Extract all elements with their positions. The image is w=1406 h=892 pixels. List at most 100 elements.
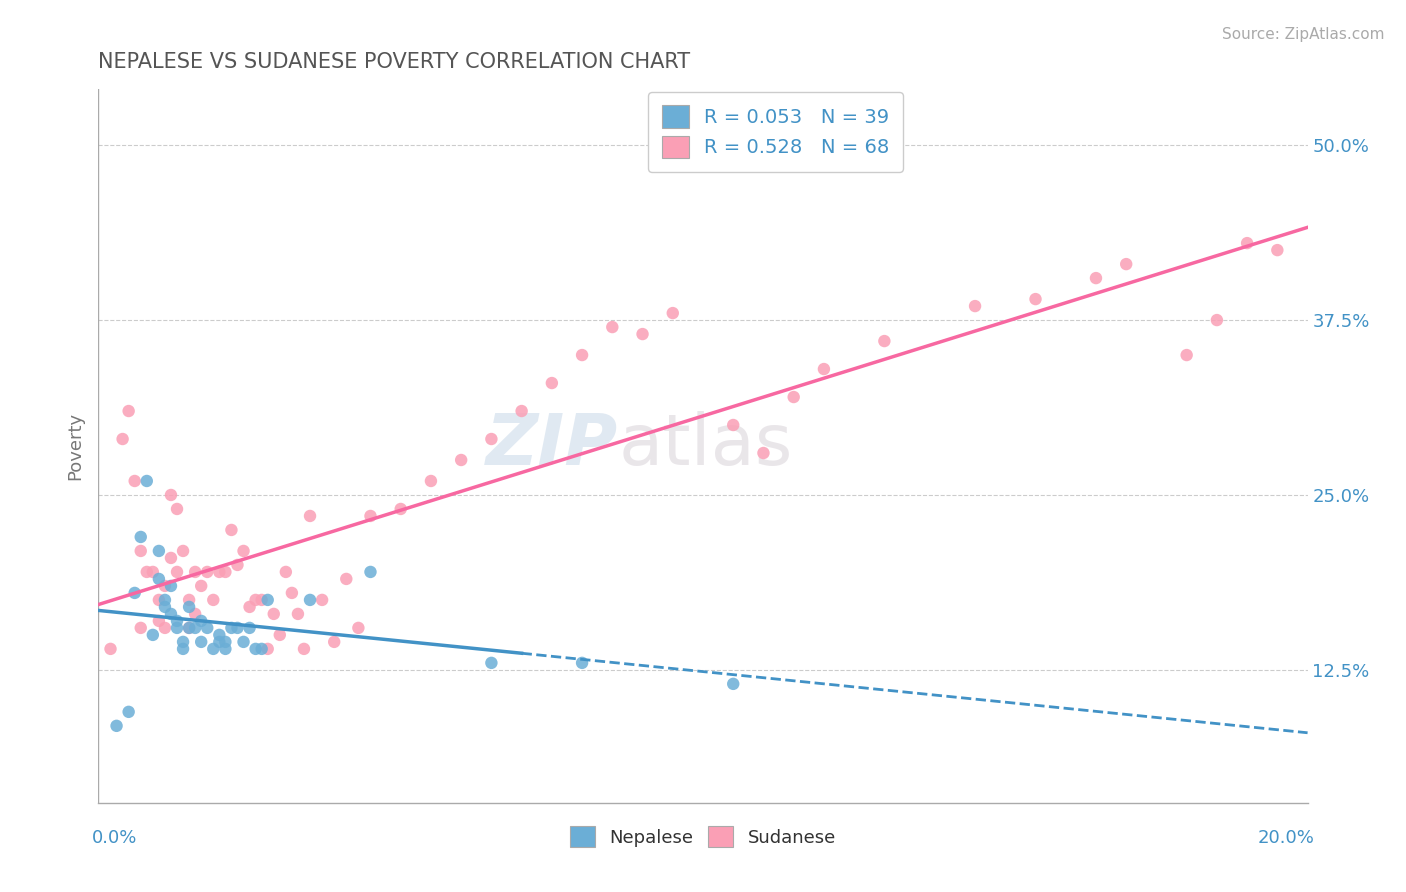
Point xyxy=(148,593,170,607)
Point xyxy=(160,550,183,565)
Point xyxy=(214,641,236,656)
Point xyxy=(661,306,683,320)
Point xyxy=(299,508,322,523)
Point xyxy=(190,635,212,649)
Point xyxy=(420,474,443,488)
Point xyxy=(571,656,593,670)
Text: atlas: atlas xyxy=(619,411,793,481)
Point xyxy=(179,621,201,635)
Point xyxy=(813,362,835,376)
Point xyxy=(118,404,141,418)
Point xyxy=(299,593,322,607)
Point xyxy=(723,417,745,432)
Point xyxy=(245,593,267,607)
Y-axis label: Poverty: Poverty xyxy=(66,412,84,480)
Point xyxy=(1175,348,1198,362)
Point xyxy=(723,677,745,691)
Point xyxy=(250,593,273,607)
Point xyxy=(153,593,176,607)
Point xyxy=(221,523,243,537)
Point xyxy=(118,705,141,719)
Point xyxy=(184,607,207,621)
Point xyxy=(208,565,231,579)
Point xyxy=(263,607,285,621)
Point xyxy=(153,621,176,635)
Point xyxy=(602,320,624,334)
Point xyxy=(389,502,412,516)
Point xyxy=(184,565,207,579)
Point xyxy=(450,453,472,467)
Text: ZIP: ZIP xyxy=(486,411,619,481)
Point xyxy=(783,390,806,404)
Point xyxy=(1206,313,1229,327)
Point xyxy=(269,628,291,642)
Point xyxy=(179,621,201,635)
Point xyxy=(135,474,157,488)
Point xyxy=(481,432,503,446)
Point xyxy=(166,614,188,628)
Point xyxy=(360,565,382,579)
Point xyxy=(481,656,503,670)
Point xyxy=(135,565,157,579)
Point xyxy=(281,586,304,600)
Point xyxy=(142,628,165,642)
Point xyxy=(245,641,267,656)
Point xyxy=(208,628,231,642)
Point xyxy=(1267,243,1289,257)
Point xyxy=(335,572,357,586)
Point xyxy=(166,621,188,635)
Point xyxy=(202,641,225,656)
Point xyxy=(172,641,194,656)
Point xyxy=(226,621,249,635)
Point xyxy=(965,299,987,313)
Point xyxy=(226,558,249,572)
Point xyxy=(179,599,201,614)
Point xyxy=(232,544,254,558)
Point xyxy=(129,621,152,635)
Point xyxy=(208,635,231,649)
Point xyxy=(571,348,593,362)
Point xyxy=(256,593,278,607)
Point xyxy=(142,565,165,579)
Point xyxy=(221,621,243,635)
Point xyxy=(190,579,212,593)
Point xyxy=(153,599,176,614)
Text: Source: ZipAtlas.com: Source: ZipAtlas.com xyxy=(1222,27,1385,42)
Point xyxy=(148,544,170,558)
Point xyxy=(239,599,262,614)
Point xyxy=(347,621,370,635)
Point xyxy=(148,614,170,628)
Point xyxy=(195,621,218,635)
Point xyxy=(184,621,207,635)
Point xyxy=(292,641,315,656)
Point xyxy=(510,404,533,418)
Point xyxy=(1115,257,1137,271)
Point xyxy=(124,474,146,488)
Point xyxy=(129,530,152,544)
Point xyxy=(179,593,201,607)
Text: 0.0%: 0.0% xyxy=(91,829,136,847)
Point xyxy=(360,508,382,523)
Point xyxy=(1085,271,1108,285)
Point xyxy=(214,565,236,579)
Point xyxy=(214,635,236,649)
Legend: Nepalese, Sudanese: Nepalese, Sudanese xyxy=(562,819,844,855)
Point xyxy=(160,607,183,621)
Point xyxy=(172,544,194,558)
Point xyxy=(311,593,333,607)
Point xyxy=(172,635,194,649)
Point xyxy=(752,446,775,460)
Point xyxy=(1236,236,1258,251)
Point xyxy=(129,544,152,558)
Point xyxy=(256,641,278,656)
Point xyxy=(274,565,297,579)
Point xyxy=(100,641,122,656)
Text: 20.0%: 20.0% xyxy=(1258,829,1315,847)
Point xyxy=(540,376,562,390)
Point xyxy=(1024,292,1046,306)
Point xyxy=(195,565,218,579)
Point xyxy=(166,565,188,579)
Point xyxy=(287,607,309,621)
Point xyxy=(166,502,188,516)
Point xyxy=(105,719,128,733)
